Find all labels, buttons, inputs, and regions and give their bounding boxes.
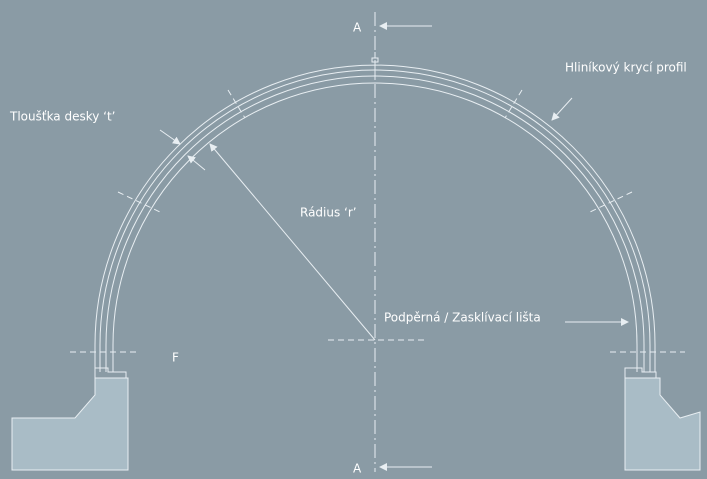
profile-marks xyxy=(70,52,685,353)
f-label: F xyxy=(172,351,179,365)
profile-leader xyxy=(551,97,573,121)
support-label: Podpěrná / Zasklívací lišta xyxy=(384,311,541,325)
section-label: A xyxy=(353,462,362,476)
right-support xyxy=(624,367,657,378)
cover-profile-label: Hliníkový krycí profil xyxy=(565,61,687,75)
thickness-arrow xyxy=(187,155,206,171)
thickness-arrow xyxy=(159,129,181,145)
left-base xyxy=(11,377,129,471)
radius-label: Rádius ‘r’ xyxy=(300,206,357,220)
section-label: A xyxy=(353,21,362,35)
radius-leader xyxy=(209,143,376,341)
thickness-label: Tloušťka desky ‘t’ xyxy=(9,110,116,124)
left-support xyxy=(94,367,127,378)
right-base xyxy=(624,377,701,471)
